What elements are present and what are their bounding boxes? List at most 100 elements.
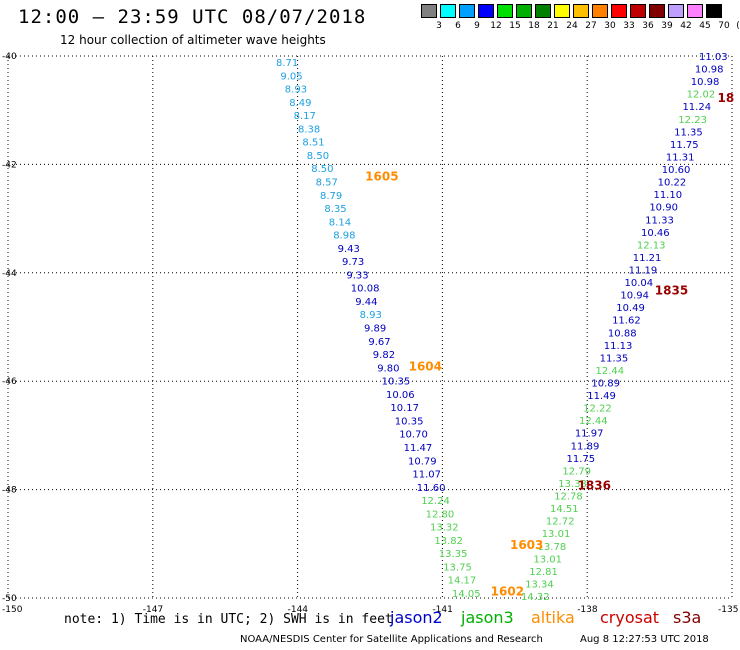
swh-value: 11.62 — [612, 316, 641, 327]
legend-swatch — [611, 4, 627, 18]
legend-altika: altika — [531, 608, 575, 627]
swh-value: 11.75 — [567, 454, 596, 465]
swh-value: 11.35 — [600, 353, 629, 364]
lon-label: -138 — [577, 605, 598, 615]
pass-time-label: 1603 — [510, 538, 543, 552]
page-subtitle: 12 hour collection of altimeter wave hei… — [60, 33, 326, 47]
legend-swatch — [516, 4, 532, 18]
swh-value: 8.49 — [289, 98, 311, 109]
swh-value: 14.51 — [550, 504, 579, 515]
swh-value: 11.47 — [404, 443, 433, 454]
swh-value: 11.24 — [682, 102, 711, 113]
lon-label: -144 — [288, 605, 309, 615]
lat-label: -48 — [2, 486, 17, 496]
legend-jason2: jason2 — [390, 608, 443, 627]
swh-value: 10.70 — [399, 430, 428, 441]
swh-value: 11.07 — [412, 470, 441, 481]
legend-swatch — [459, 4, 475, 18]
legend-swatch — [554, 4, 570, 18]
lon-label: -141 — [432, 605, 452, 615]
legend-swatch — [573, 4, 589, 18]
swh-value: 10.46 — [641, 228, 670, 239]
swh-value: 13.01 — [542, 529, 571, 540]
legend-label: 3 — [436, 21, 442, 31]
legend-label: 6 — [455, 21, 461, 31]
swh-value: 12.23 — [678, 115, 707, 126]
swh-value: 10.08 — [351, 284, 380, 295]
legend-jason3: jason3 — [461, 608, 514, 627]
legend-label: (ft) — [736, 21, 740, 31]
swh-value: 12.79 — [562, 466, 591, 477]
swh-value: 12.22 — [583, 404, 612, 415]
swh-value: 13.75 — [443, 562, 472, 573]
legend-cryosat: cryosat — [600, 608, 660, 627]
swh-value: 9.33 — [346, 270, 368, 281]
swh-value: 14.17 — [448, 576, 477, 587]
swh-value: 9.67 — [368, 337, 390, 348]
swh-value: 12.44 — [596, 366, 625, 377]
timestamp: Aug 8 12:27:53 UTC 2018 — [580, 634, 709, 645]
swh-value: 10.98 — [691, 77, 720, 88]
swh-value: 9.80 — [377, 363, 399, 374]
legend-swatch — [687, 4, 703, 18]
swh-value: 11.19 — [629, 265, 658, 276]
swh-value: 10.22 — [658, 178, 687, 189]
swh-value: 8.93 — [285, 85, 307, 96]
swh-value: 8.71 — [276, 58, 298, 69]
swh-value: 11.97 — [575, 429, 604, 440]
swh-value: 10.94 — [620, 291, 649, 302]
swh-value: 12.80 — [426, 509, 455, 520]
legend-swatch — [497, 4, 513, 18]
swh-value: 8.35 — [324, 204, 346, 215]
swh-value: 13.35 — [439, 549, 468, 560]
swh-value: 8.51 — [302, 138, 324, 149]
legend-s3a: s3a — [673, 608, 702, 627]
swh-value: 11.10 — [653, 190, 682, 201]
swh-value: 12.81 — [529, 567, 558, 578]
lat-label: -42 — [2, 160, 17, 170]
legend-swatch — [649, 4, 665, 18]
swh-value: 11.60 — [417, 483, 446, 494]
swh-value: 14.32 — [521, 592, 550, 603]
legend-label: 27 — [585, 21, 597, 31]
swh-value: 8.79 — [320, 191, 342, 202]
swh-value: 13.01 — [533, 554, 562, 565]
swh-value: 12.13 — [637, 240, 666, 251]
legend-swatch — [630, 4, 646, 18]
swh-value: 12.44 — [579, 416, 608, 427]
swh-value: 8.98 — [333, 231, 355, 242]
units-note: note: 1) Time is in UTC; 2) SWH is in fe… — [64, 612, 393, 627]
lat-label: -44 — [2, 269, 17, 279]
pass-time-label: 18 — [718, 91, 735, 105]
page-title: 12:00 – 23:59 UTC 08/07/2018 — [18, 6, 367, 28]
swh-value: 8.14 — [329, 217, 351, 228]
swh-value: 11.21 — [633, 253, 662, 264]
legend-label: 24 — [566, 21, 578, 31]
legend-swatch — [668, 4, 684, 18]
lat-label: -40 — [2, 52, 17, 62]
swh-value: 10.79 — [408, 456, 437, 467]
swh-value: 13.33 — [558, 479, 587, 490]
swh-value: 10.90 — [649, 203, 678, 214]
swh-value: 13.82 — [434, 536, 463, 547]
legend-swatch — [535, 4, 551, 18]
legend-label: 39 — [661, 21, 673, 31]
swh-value: 9.73 — [342, 257, 364, 268]
swh-value: 11.33 — [645, 215, 674, 226]
legend-swatch — [592, 4, 608, 18]
legend-label: 45 — [699, 21, 711, 31]
swh-value: 10.06 — [386, 390, 415, 401]
swh-value: 10.04 — [624, 278, 653, 289]
legend-label: 12 — [490, 21, 502, 31]
swh-value: 12.78 — [554, 492, 583, 503]
swh-value: 11.13 — [604, 341, 633, 352]
swh-value: 13.78 — [538, 542, 567, 553]
legend-label: 42 — [680, 21, 692, 31]
lon-label: -147 — [143, 605, 163, 615]
pass-time-label: 1836 — [578, 479, 611, 493]
swh-value: 8.57 — [316, 177, 338, 188]
pass-time-label: 1604 — [409, 359, 442, 373]
swh-value: 8.93 — [360, 310, 382, 321]
